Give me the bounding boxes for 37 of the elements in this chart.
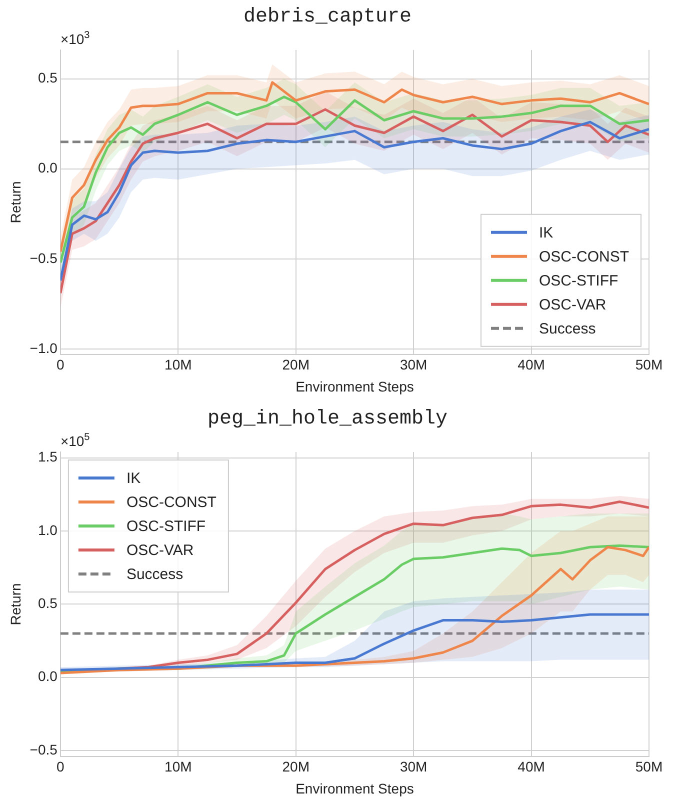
y-axis-title: Return [7,583,24,626]
y-tick-label: 0.5 [38,595,58,612]
x-tick-label: 0 [56,356,65,373]
y-tick-label: 0.0 [38,160,58,176]
x-tick-label: 10M [164,356,192,373]
y-tick-label: 0.0 [38,668,58,684]
x-tick-label: 20M [282,356,310,373]
legend-label: OSC-CONST [539,248,629,266]
y-tick-label: −0.5 [30,250,58,266]
legend-label: OSC-VAR [539,296,606,314]
x-tick-label: 30M [400,758,428,775]
legend-label: Success [539,320,596,338]
x-tick-label: 50M [635,356,663,373]
legend-label: OSC-VAR [126,542,194,560]
chart-title: debris_capture [243,5,412,28]
y-axis-title: Return [7,181,24,224]
y-tick-label: 1.0 [38,522,58,538]
x-axis-title: Environment Steps [296,378,414,394]
x-tick-label: 20M [282,758,310,775]
legend-label: IK [126,470,141,488]
x-tick-label: 40M [518,758,545,775]
legend-label: OSC-STIFF [539,272,618,290]
x-tick-label: 10M [164,758,192,775]
x-axis-title: Environment Steps [296,780,414,796]
x-tick-label: 30M [400,356,428,373]
chart-title: peg_in_hole_assembly [207,407,448,430]
legend-label: OSC-STIFF [126,518,206,536]
y-tick-label: 0.5 [38,70,58,86]
y-tick-label: −0.5 [30,741,58,758]
legend-label: OSC-CONST [126,494,216,512]
x-tick-label: 50M [635,758,663,775]
legend-label: IK [539,224,554,242]
x-tick-label: 0 [56,758,65,775]
y-tick-label: 1.5 [38,448,58,465]
y-tick-label: −1.0 [30,340,58,356]
legend-label: Success [126,566,184,584]
x-tick-label: 40M [518,356,545,373]
